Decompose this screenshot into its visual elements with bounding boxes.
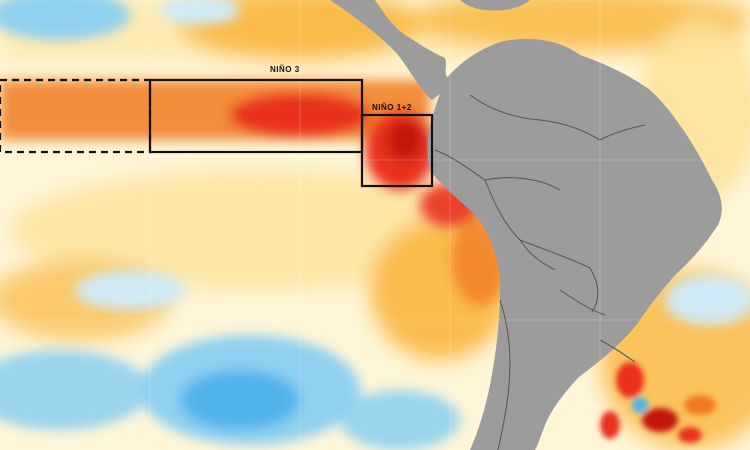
equatorial-anomaly-band: [0, 80, 508, 305]
cool-patch-north: [160, 0, 240, 25]
cuba-and-caribbean: [460, 0, 530, 11]
speckle: [642, 408, 678, 432]
country-borders: [434, 94, 646, 450]
cool-patch-mid-pacific: [75, 270, 185, 310]
speckle: [616, 362, 644, 398]
speckle: [684, 395, 716, 415]
south-atlantic-speckles: [600, 362, 716, 443]
hot-core-peak: [387, 120, 423, 160]
cool-patch-northwest: [0, 0, 130, 40]
south-america: [427, 38, 722, 450]
border-peru-brazil: [484, 179, 556, 271]
border-paraguay: [559, 289, 606, 316]
region-label-nino3: NIÑO 3: [270, 65, 300, 74]
land-layer: [330, 0, 722, 450]
border-bolivia: [519, 239, 599, 313]
hot-core-nino3: [230, 93, 370, 137]
border-colombia-brazil: [484, 177, 561, 191]
speckle: [600, 411, 620, 439]
cool-patch-southwest: [0, 350, 150, 430]
central-america: [330, 0, 450, 100]
region-label-nino12: NIÑO 1+2: [372, 103, 412, 112]
region-box-nino34-west: [0, 78, 152, 154]
border-ecuador-peru: [434, 149, 486, 181]
border-uruguay: [599, 339, 636, 363]
region-box-nino12: [360, 113, 434, 188]
speckle: [632, 397, 648, 413]
border-guianas: [599, 124, 646, 141]
border-colombia-venezuela: [469, 94, 601, 141]
cool-patch-core: [180, 370, 300, 430]
speckle: [678, 427, 702, 443]
border-chile-argentina: [497, 299, 511, 450]
cool-patch-atlantic: [665, 275, 750, 325]
nino-region-boxes: [0, 78, 434, 188]
cool-patch-south-coast: [340, 390, 460, 450]
